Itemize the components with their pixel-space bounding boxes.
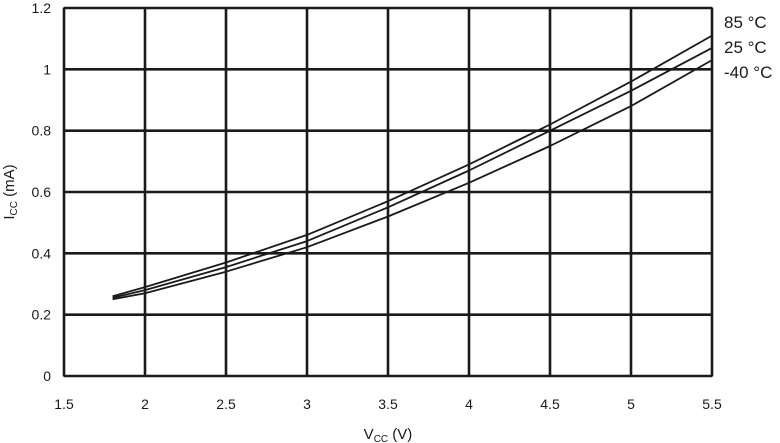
- series-line-3: [112, 59, 713, 301]
- grid: [62, 6, 714, 378]
- x-tick-label: 3: [303, 396, 311, 412]
- x-tick-label: 1.5: [54, 396, 74, 412]
- x-tick-label: 5: [627, 396, 635, 412]
- plot-frame: [63, 7, 713, 377]
- x-tick-labels: 1.5 2 2.5 3 3.5 4 4.5 5 5.5: [54, 396, 722, 412]
- legend-label-1: 85 °C: [724, 13, 767, 32]
- y-axis-label: ICC (mA): [1, 164, 20, 219]
- x-axis-label: VCC (V): [364, 426, 413, 443]
- y-tick-label: 0.6: [32, 184, 52, 200]
- y-tick-label: 0.2: [32, 307, 52, 323]
- x-tick-label: 2: [141, 396, 149, 412]
- y-tick-label: 1: [43, 61, 51, 77]
- legend-label-2: 25 °C: [724, 38, 767, 57]
- x-tick-label: 4.5: [540, 396, 560, 412]
- legend: 85 °C 25 °C -40 °C: [724, 13, 772, 82]
- y-tick-label: 0.4: [32, 245, 52, 261]
- series-lines: [112, 34, 713, 301]
- x-tick-label: 3.5: [378, 396, 398, 412]
- y-tick-label: 1.2: [32, 0, 52, 16]
- legend-label-3: -40 °C: [724, 63, 772, 82]
- series-line-2: [112, 47, 713, 299]
- y-tick-labels: 0 0.2 0.4 0.6 0.8 1 1.2: [32, 0, 52, 384]
- x-tick-label: 2.5: [216, 396, 236, 412]
- y-tick-label: 0.8: [32, 123, 52, 139]
- x-tick-label: 5.5: [702, 396, 722, 412]
- x-tick-label: 4: [465, 396, 473, 412]
- series-line-1: [112, 34, 713, 298]
- y-tick-label: 0: [43, 368, 51, 384]
